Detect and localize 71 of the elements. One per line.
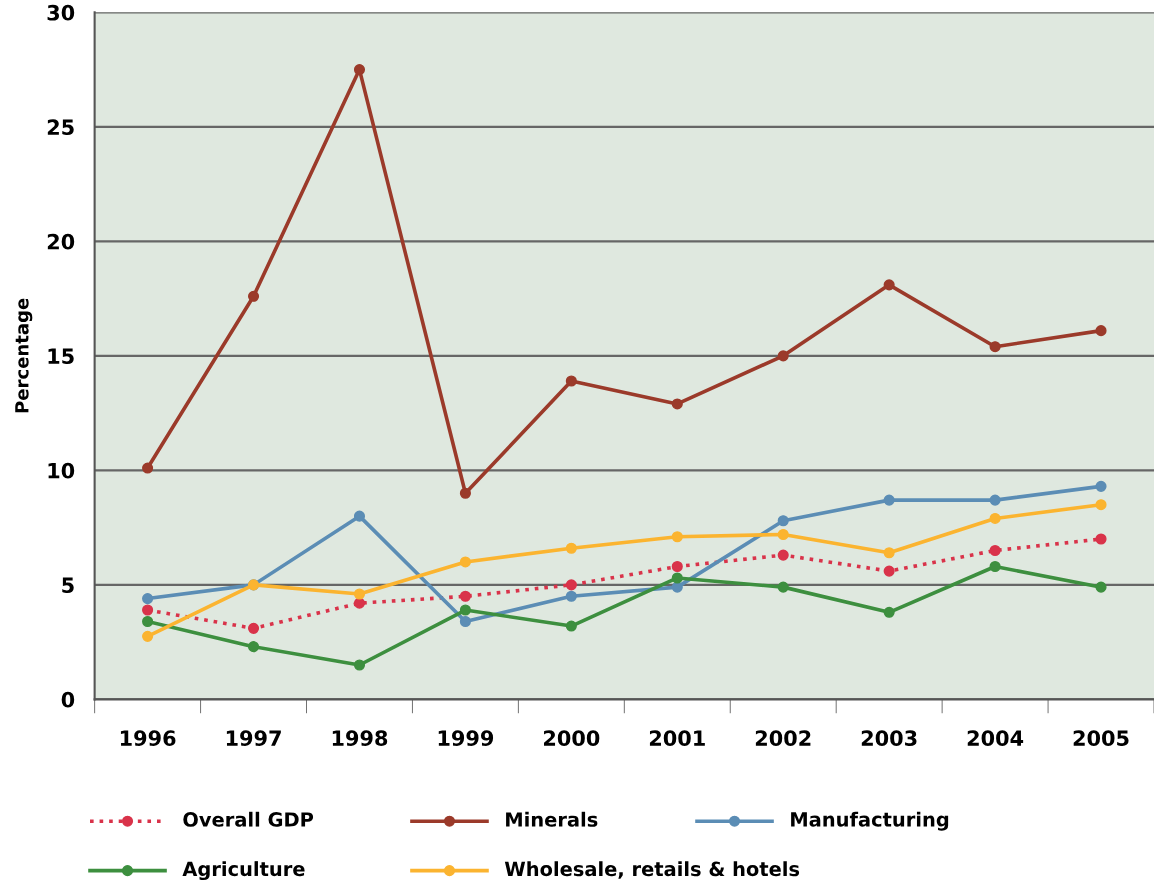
point <box>989 341 1001 353</box>
point <box>989 494 1001 506</box>
legend-label: Overall GDP <box>183 811 314 827</box>
point <box>671 398 683 410</box>
point <box>777 350 789 362</box>
point <box>883 606 895 618</box>
x-tick-label: 1998 <box>332 730 388 747</box>
y-tick-label: 30 <box>47 4 75 21</box>
y-tick-label: 20 <box>47 233 75 250</box>
legend-label: Agriculture <box>182 861 305 881</box>
point <box>247 641 260 653</box>
point <box>883 547 895 559</box>
x-tick-label: 2005 <box>1073 730 1129 747</box>
point <box>565 579 577 591</box>
point <box>459 590 471 602</box>
point <box>671 572 683 584</box>
legend-label: Wholesale, retails & hotels <box>504 861 800 879</box>
point <box>1095 581 1107 593</box>
point <box>459 615 471 628</box>
point <box>565 590 577 602</box>
point <box>353 588 366 600</box>
point <box>989 512 1001 524</box>
point <box>565 620 577 632</box>
y-axis-title: Percentage <box>15 298 33 413</box>
point <box>883 494 895 506</box>
x-tick-label: 1999 <box>438 730 494 747</box>
point <box>353 64 366 76</box>
point <box>247 290 260 302</box>
point <box>1095 480 1107 492</box>
y-tick-label: 0 <box>61 691 75 708</box>
y-tick-label: 10 <box>48 462 75 479</box>
point <box>883 565 895 577</box>
point <box>883 279 895 291</box>
point <box>142 630 154 642</box>
point <box>1095 499 1107 511</box>
legend-label: Manufacturing <box>791 811 949 831</box>
point <box>777 581 789 593</box>
x-tick-label: 2001 <box>649 730 705 747</box>
x-tick-label: 2003 <box>861 730 917 747</box>
point <box>989 560 1001 573</box>
x-tick-label: 2000 <box>544 730 600 747</box>
point <box>989 544 1001 557</box>
x-tick-label: 2004 <box>967 730 1024 747</box>
point <box>142 593 154 605</box>
y-tick-label: 25 <box>47 119 74 136</box>
point <box>459 604 471 616</box>
point <box>1095 533 1107 545</box>
point <box>671 581 683 593</box>
point <box>142 604 154 616</box>
y-tick-label: 5 <box>62 577 74 594</box>
point <box>1095 325 1107 337</box>
x-tick-label: 2002 <box>755 730 811 747</box>
point <box>671 531 683 543</box>
x-tick-label: 1996 <box>120 730 176 747</box>
point <box>353 597 366 609</box>
point <box>247 622 260 634</box>
point <box>671 560 683 573</box>
y-tick-label: 15 <box>48 348 74 365</box>
point <box>459 487 471 499</box>
x-tick-label: 1997 <box>226 730 281 747</box>
legend-label: Minerals <box>506 811 598 827</box>
point <box>353 510 366 522</box>
point <box>142 462 154 474</box>
point <box>353 659 366 671</box>
point <box>565 375 577 387</box>
point <box>777 549 789 561</box>
point <box>565 542 577 554</box>
point <box>777 528 789 541</box>
point <box>777 515 789 527</box>
point <box>142 615 154 628</box>
point <box>459 556 471 568</box>
